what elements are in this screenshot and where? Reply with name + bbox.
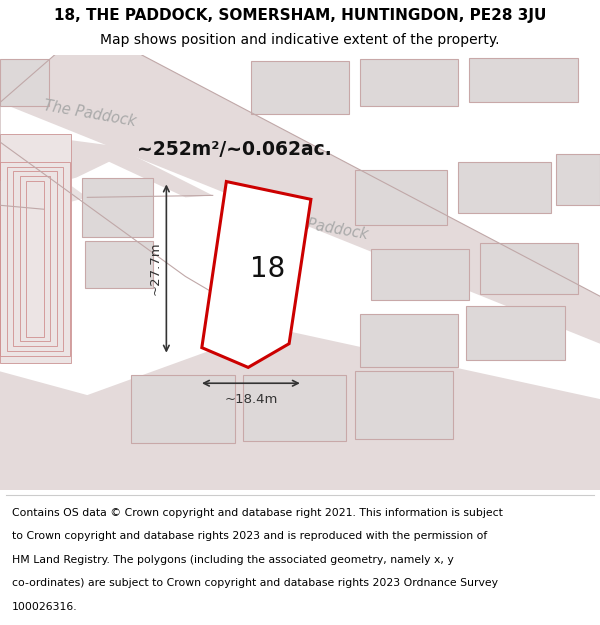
Polygon shape: [251, 61, 349, 114]
Polygon shape: [469, 58, 578, 102]
Text: HM Land Registry. The polygons (including the associated geometry, namely x, y: HM Land Registry. The polygons (includin…: [12, 555, 454, 565]
Polygon shape: [243, 376, 346, 441]
Polygon shape: [202, 181, 311, 368]
Polygon shape: [371, 249, 469, 300]
Polygon shape: [0, 328, 600, 490]
Text: The Paddock: The Paddock: [43, 98, 137, 129]
Text: The Paddock: The Paddock: [274, 211, 369, 242]
Text: 100026316.: 100026316.: [12, 602, 77, 612]
Text: ~18.4m: ~18.4m: [224, 393, 278, 406]
Polygon shape: [355, 169, 447, 225]
Polygon shape: [556, 154, 600, 205]
Polygon shape: [0, 55, 600, 344]
Text: Map shows position and indicative extent of the property.: Map shows position and indicative extent…: [100, 32, 500, 47]
Polygon shape: [0, 59, 49, 106]
Text: co-ordinates) are subject to Crown copyright and database rights 2023 Ordnance S: co-ordinates) are subject to Crown copyr…: [12, 578, 498, 588]
Polygon shape: [360, 59, 458, 106]
Polygon shape: [360, 314, 458, 368]
Polygon shape: [82, 177, 153, 237]
Polygon shape: [131, 376, 235, 442]
Polygon shape: [85, 241, 153, 288]
Text: to Crown copyright and database rights 2023 and is reproduced with the permissio: to Crown copyright and database rights 2…: [12, 531, 487, 541]
Polygon shape: [458, 162, 551, 213]
Polygon shape: [480, 243, 578, 294]
Polygon shape: [355, 371, 453, 439]
Polygon shape: [0, 102, 213, 198]
Text: 18, THE PADDOCK, SOMERSHAM, HUNTINGDON, PE28 3JU: 18, THE PADDOCK, SOMERSHAM, HUNTINGDON, …: [54, 8, 546, 23]
Text: 18: 18: [250, 254, 285, 282]
Text: ~252m²/~0.062ac.: ~252m²/~0.062ac.: [137, 139, 332, 159]
Text: Contains OS data © Crown copyright and database right 2021. This information is : Contains OS data © Crown copyright and d…: [12, 508, 503, 518]
Text: ~27.7m: ~27.7m: [148, 242, 161, 296]
Polygon shape: [0, 134, 71, 364]
Polygon shape: [466, 306, 565, 359]
Polygon shape: [0, 142, 87, 209]
